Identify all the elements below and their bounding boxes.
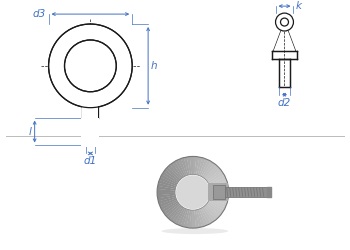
Wedge shape (201, 160, 211, 177)
Wedge shape (195, 156, 200, 175)
Wedge shape (170, 163, 183, 178)
Wedge shape (167, 205, 181, 220)
Wedge shape (172, 161, 184, 178)
Wedge shape (160, 200, 177, 210)
Wedge shape (196, 157, 203, 175)
Circle shape (64, 40, 116, 92)
Bar (271, 58, 299, 88)
Wedge shape (197, 209, 205, 227)
Wedge shape (203, 163, 216, 179)
Wedge shape (209, 198, 226, 208)
Wedge shape (162, 201, 178, 213)
Text: d3: d3 (32, 9, 46, 19)
Wedge shape (160, 174, 177, 185)
Wedge shape (165, 204, 180, 218)
Wedge shape (205, 204, 220, 218)
Wedge shape (202, 161, 214, 178)
Wedge shape (158, 195, 176, 202)
Wedge shape (204, 205, 218, 220)
Wedge shape (211, 186, 229, 191)
Wedge shape (175, 160, 186, 177)
Wedge shape (205, 167, 220, 181)
Wedge shape (208, 201, 224, 213)
Wedge shape (210, 183, 228, 189)
Wedge shape (159, 198, 177, 207)
Circle shape (176, 175, 210, 209)
Wedge shape (210, 197, 228, 205)
Wedge shape (184, 157, 190, 175)
Wedge shape (193, 156, 196, 174)
Wedge shape (206, 169, 223, 182)
Wedge shape (203, 206, 216, 222)
Bar (208, 183, 228, 201)
Wedge shape (159, 177, 177, 186)
Wedge shape (204, 165, 218, 180)
Wedge shape (208, 172, 224, 183)
Wedge shape (209, 177, 227, 186)
Text: l: l (29, 126, 32, 136)
Bar (213, 185, 225, 199)
Wedge shape (211, 194, 229, 199)
Text: d4: d4 (80, 57, 93, 67)
Wedge shape (199, 158, 208, 176)
Wedge shape (168, 164, 182, 180)
Wedge shape (199, 208, 208, 226)
Wedge shape (206, 202, 222, 215)
Wedge shape (196, 210, 202, 228)
Wedge shape (194, 210, 199, 228)
Wedge shape (210, 196, 228, 202)
Text: k: k (295, 1, 301, 11)
Polygon shape (274, 31, 295, 51)
Wedge shape (178, 158, 187, 176)
Wedge shape (175, 208, 186, 225)
Wedge shape (157, 194, 175, 198)
Bar (225, 187, 267, 197)
Wedge shape (158, 183, 176, 189)
Bar (83, 102, 98, 120)
Wedge shape (180, 209, 188, 227)
Wedge shape (158, 180, 176, 188)
Wedge shape (211, 189, 229, 192)
Wedge shape (209, 174, 225, 185)
Wedge shape (189, 210, 193, 228)
Wedge shape (177, 208, 187, 226)
Text: h: h (151, 61, 158, 71)
Wedge shape (193, 210, 196, 228)
Wedge shape (202, 207, 214, 224)
Wedge shape (157, 189, 175, 192)
Wedge shape (190, 156, 193, 174)
Wedge shape (183, 210, 190, 228)
Wedge shape (157, 192, 175, 196)
Text: d1: d1 (84, 156, 97, 166)
Wedge shape (162, 172, 178, 183)
Circle shape (275, 13, 293, 31)
Wedge shape (187, 210, 191, 228)
Wedge shape (187, 156, 191, 174)
Wedge shape (163, 169, 179, 182)
Wedge shape (197, 158, 205, 176)
Wedge shape (208, 200, 225, 210)
Text: d2: d2 (278, 98, 291, 108)
Wedge shape (157, 186, 175, 191)
Wedge shape (166, 167, 180, 181)
Wedge shape (181, 158, 188, 176)
Wedge shape (163, 202, 179, 215)
Wedge shape (200, 208, 211, 225)
Wedge shape (170, 206, 183, 222)
Bar (82, 118, 99, 148)
Wedge shape (172, 207, 184, 223)
Ellipse shape (162, 228, 228, 234)
Circle shape (49, 24, 132, 108)
Wedge shape (158, 197, 176, 204)
Wedge shape (211, 192, 229, 196)
Circle shape (280, 18, 288, 26)
Wedge shape (210, 180, 228, 188)
